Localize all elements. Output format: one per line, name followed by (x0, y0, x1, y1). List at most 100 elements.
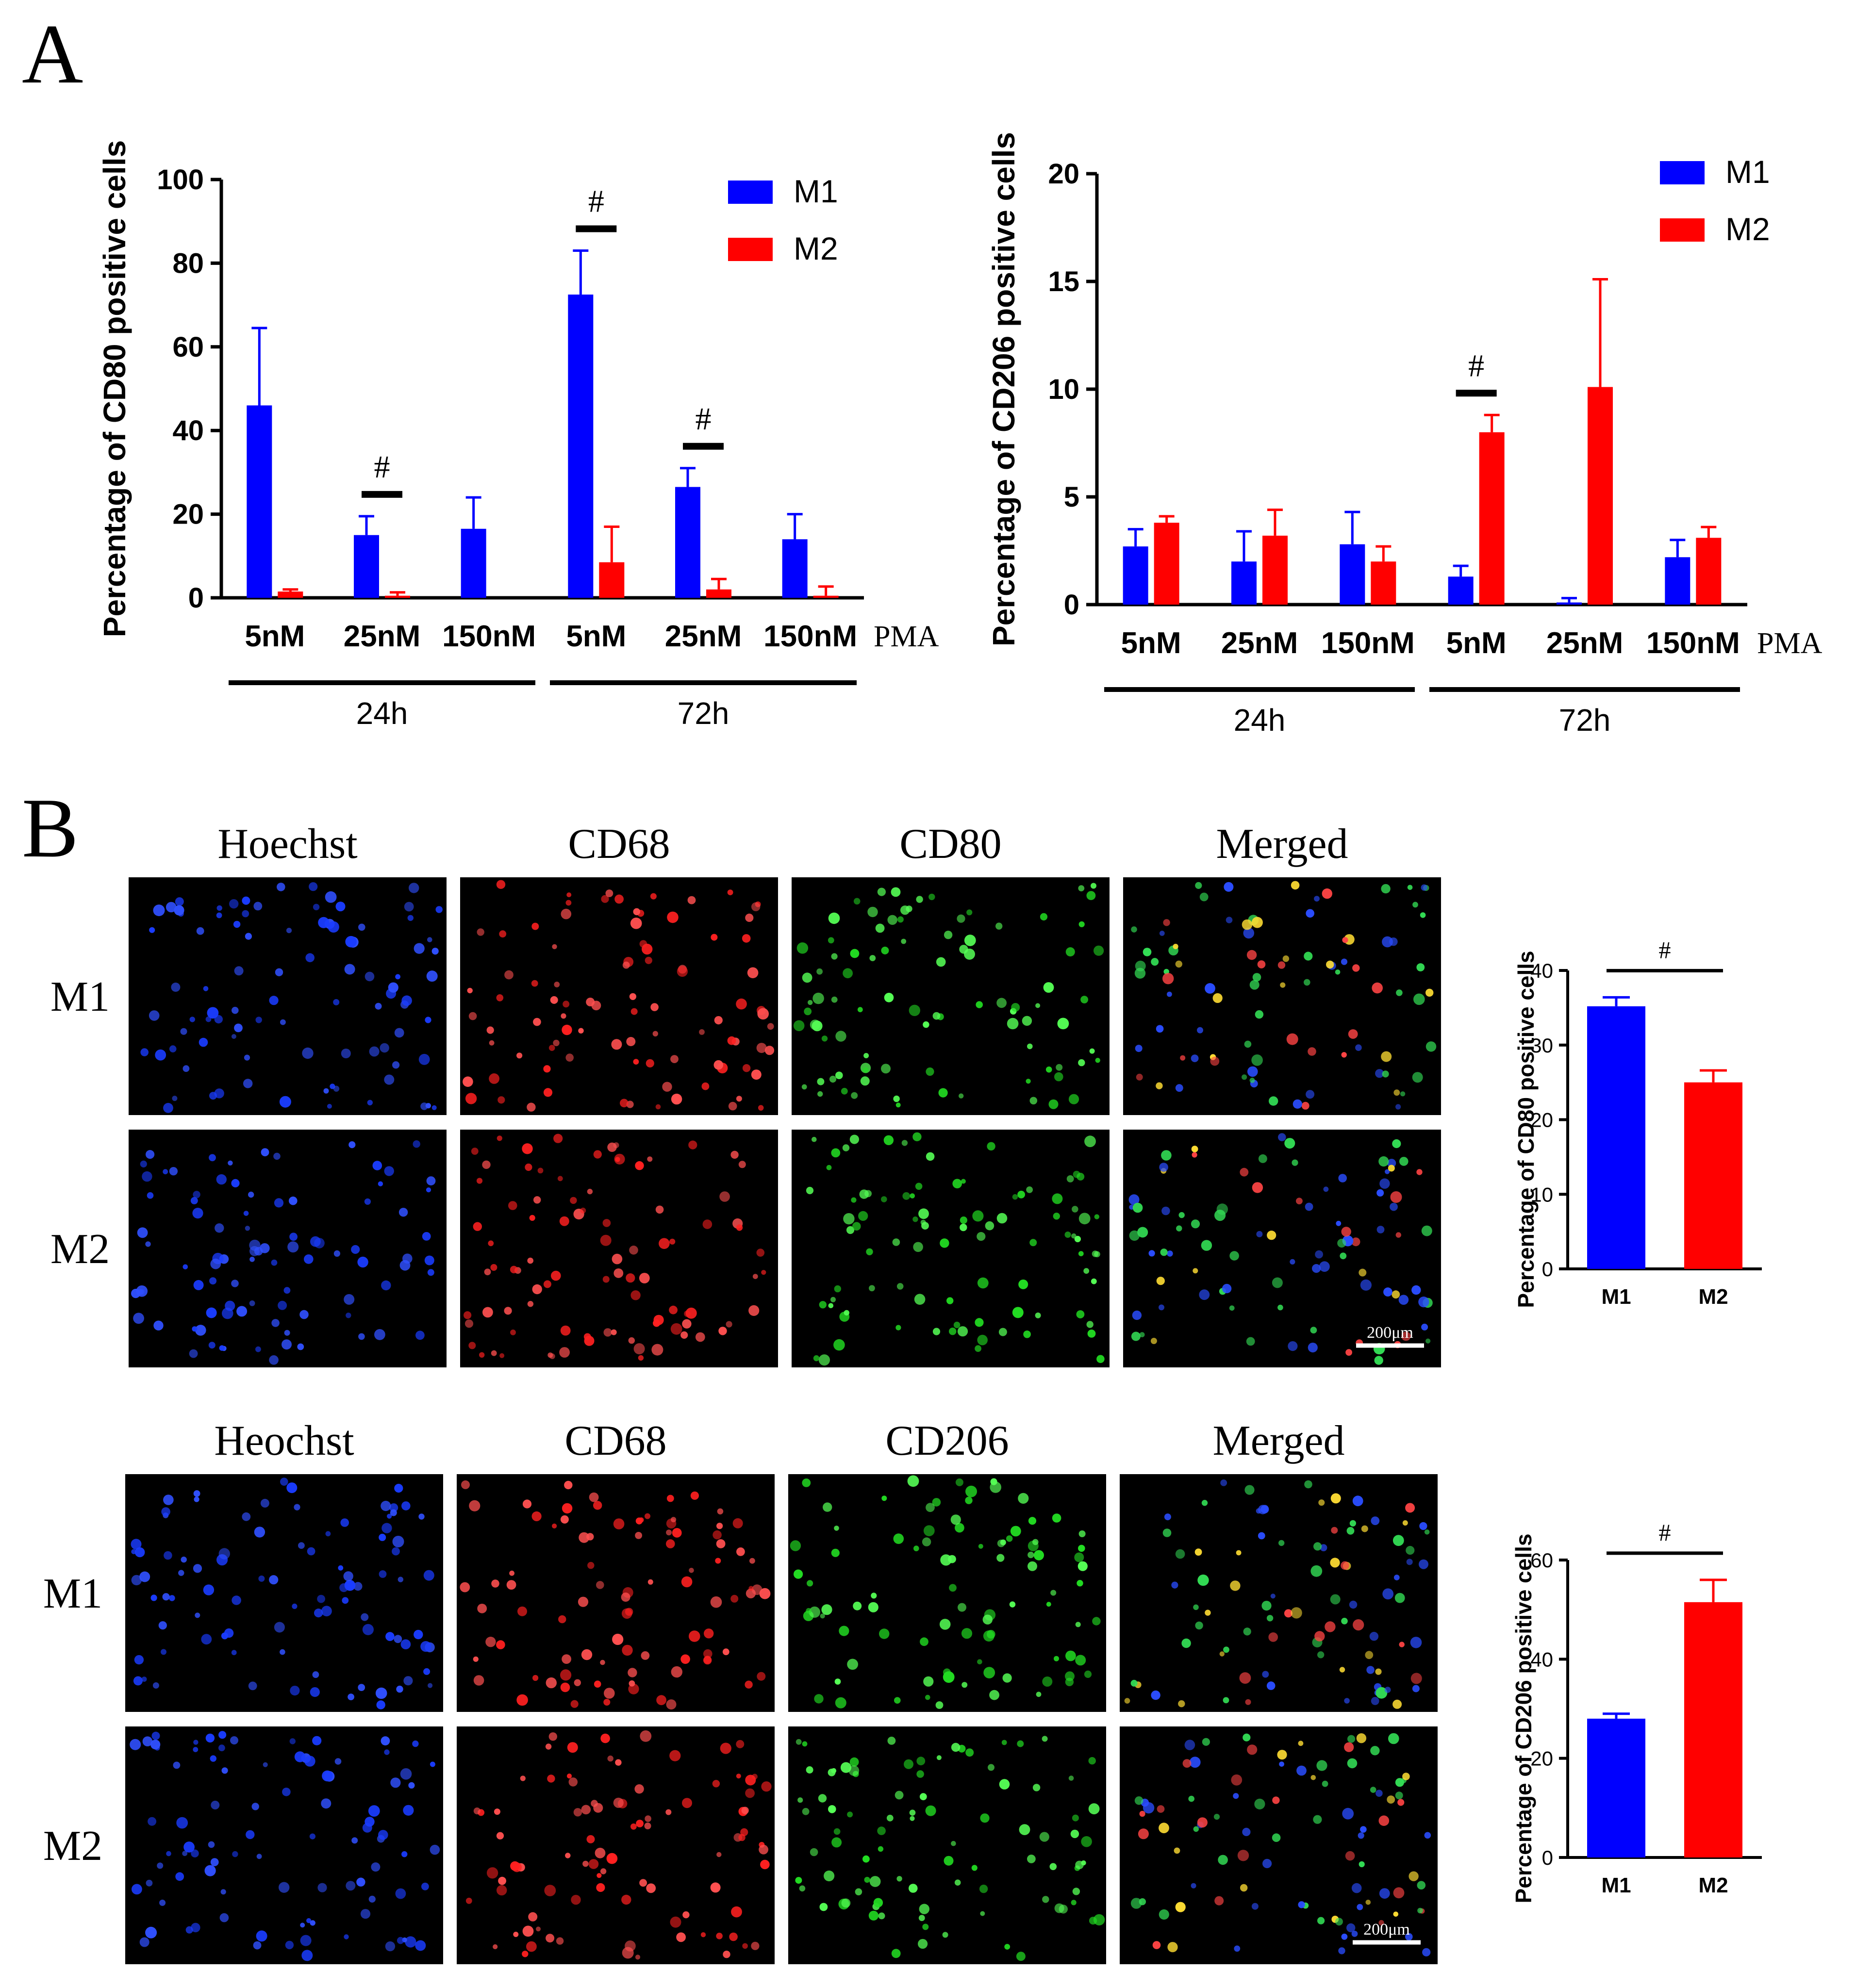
bar-m2 (1371, 561, 1396, 605)
bar-m1 (1557, 602, 1582, 605)
bar-m1 (247, 405, 272, 598)
channel-header: Hoechst (217, 821, 357, 868)
y-axis-title: Percentage of CD80 positive cells (1513, 951, 1539, 1308)
bar-m2 (1684, 1602, 1742, 1857)
bar-m2 (1262, 535, 1288, 605)
microscopy-grid-cd80: Hoechst CD68 CD80 Merged M1 M2 200μm (50, 821, 1441, 1367)
y-tick-label: 30 (1530, 1034, 1553, 1057)
channel-header: Heochst (214, 1417, 354, 1464)
x-tick-label: M1 (1601, 1873, 1631, 1897)
x-tick-label: 5nM (1446, 626, 1507, 660)
x-tick-label: 5nM (566, 620, 626, 653)
y-tick-label: 40 (172, 415, 204, 446)
bar-m2 (1696, 538, 1722, 605)
bar-m2 (385, 595, 410, 598)
channel-header: CD206 (885, 1417, 1009, 1464)
channel-header: CD80 (899, 821, 1001, 868)
legend-swatch-m1 (728, 181, 773, 204)
legend-swatch-m1 (1660, 161, 1705, 184)
y-tick-label: 5 (1064, 481, 1079, 513)
x-tick-label: 25nM (1221, 626, 1298, 660)
bar-m2 (1684, 1082, 1742, 1269)
y-tick-label: 0 (1542, 1258, 1553, 1281)
channel-header: CD68 (568, 821, 670, 868)
micrograph-m1-0 (125, 1474, 443, 1712)
y-axis-title: Percentage of CD206 positive cells (1511, 1534, 1536, 1904)
scale-bar-label: 200μm (1367, 1324, 1413, 1342)
x-tick-label: M2 (1698, 1285, 1728, 1309)
x-tick-label: 5nM (1121, 626, 1181, 660)
micrograph-m1-1 (457, 1474, 775, 1712)
significance-mark: # (588, 184, 604, 219)
bar-m2 (1479, 432, 1505, 605)
micrograph-m2-2 (792, 1130, 1110, 1367)
micrograph-m2-0 (125, 1726, 443, 1964)
bar-m2 (813, 595, 839, 598)
significance-mark: # (1659, 936, 1671, 963)
x-tick-label: M2 (1698, 1873, 1728, 1897)
channel-header: Merged (1212, 1417, 1344, 1464)
legend-label-m2: M2 (794, 230, 838, 266)
significance-mark: # (696, 401, 712, 437)
x-axis-suffix: PMA (874, 620, 939, 653)
bar-m1 (1587, 1718, 1645, 1857)
channel-header: Merged (1216, 821, 1348, 868)
bar-m2 (599, 562, 625, 598)
bar-m2 (278, 591, 303, 598)
y-tick-label: 20 (1530, 1747, 1553, 1770)
y-tick-label: 20 (172, 499, 204, 530)
panel-letter-b: B (22, 781, 79, 875)
bar-m1 (1340, 544, 1365, 605)
legend-label-m1: M1 (1725, 154, 1770, 190)
bar-m1 (1587, 1006, 1645, 1269)
y-tick-label: 100 (157, 164, 204, 196)
legend-swatch-m2 (728, 238, 773, 261)
bar-m1 (1231, 561, 1257, 605)
bar-m1 (1665, 557, 1690, 605)
row-label: M2 (43, 1823, 102, 1870)
micrograph-m2-1 (460, 1130, 778, 1367)
bar-m1 (782, 539, 808, 598)
microscopy-grid-cd206: Heochst CD68 CD206 Merged M1 M2 200μm (43, 1417, 1438, 1964)
scale-bar-label: 200μm (1363, 1921, 1410, 1939)
y-tick-label: 0 (188, 582, 204, 614)
x-tick-label: 150nM (763, 620, 857, 653)
x-tick-label: 5nM (245, 620, 305, 653)
x-tick-label: 25nM (344, 620, 420, 653)
micrograph-m2-3 (1120, 1726, 1438, 1964)
x-tick-label: 150nM (1321, 626, 1415, 660)
micrograph-m2-1 (457, 1726, 775, 1964)
bar-m1 (1448, 576, 1474, 605)
y-tick-label: 80 (172, 247, 204, 279)
row-label: M1 (50, 973, 110, 1020)
chart-cd206-pma: 0 5 10 15 20 Percentage of CD206 positive cel… (986, 132, 1823, 738)
legend-label-m2: M2 (1725, 211, 1770, 247)
y-tick-label: 20 (1530, 1109, 1553, 1132)
bar-m1 (354, 535, 379, 598)
y-tick-label: 20 (1048, 158, 1079, 190)
significance-mark: # (1468, 348, 1484, 383)
y-axis-title: Percentage of CD80 positive cells (97, 140, 132, 637)
bar-m2 (1154, 523, 1179, 605)
bar-m2 (1588, 387, 1613, 605)
micrograph-m1-1 (460, 877, 778, 1115)
y-tick-label: 40 (1530, 1648, 1553, 1671)
bar-m1 (675, 487, 700, 598)
panel-letter-a: A (22, 7, 83, 101)
y-tick-label: 40 (1530, 959, 1553, 982)
y-tick-label: 60 (172, 331, 204, 363)
x-tick-label: 25nM (1546, 626, 1623, 660)
y-tick-label: 60 (1530, 1549, 1553, 1572)
bar-m1 (568, 295, 594, 598)
micrograph-m2-3 (1123, 1130, 1441, 1367)
group-label: 72h (1559, 703, 1611, 738)
bar-m1 (1123, 546, 1148, 605)
y-tick-label: 0 (1542, 1846, 1553, 1869)
significance-mark: # (1659, 1519, 1671, 1546)
x-tick-label: 150nM (442, 620, 536, 653)
legend-label-m1: M1 (794, 173, 838, 209)
x-axis-suffix: PMA (1757, 627, 1823, 660)
